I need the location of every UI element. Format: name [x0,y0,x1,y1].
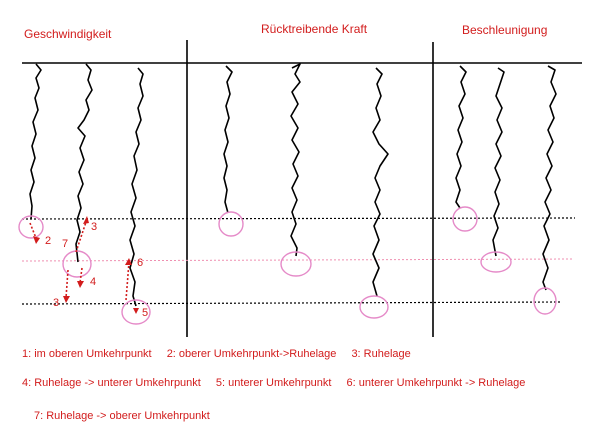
bob-circle-9 [533,287,557,315]
string-4 [223,65,233,214]
legend-row-2: 4: Ruhelage -> unterer Umkehrpunkt 5: un… [22,377,525,389]
marker-3-bottom: 3 [53,297,59,309]
legend-row-3: 7: Ruhelage -> oberer Umkehrpunkt [34,410,210,422]
arrowhead-6 [125,258,132,265]
legend-item-3: 3: Ruhelage [351,348,411,360]
arrowhead-3-bottom [63,296,70,303]
legend-item-2: 2: oberer Umkehrpunkt->Ruhelage [166,348,337,360]
string-7 [455,65,467,209]
marker-2: 2 [45,235,51,247]
arrowhead-7 [83,216,89,224]
marker-4: 4 [90,276,96,288]
upper-turning-line [21,217,576,220]
string-8 [492,67,505,257]
strings [29,63,557,307]
string-3 [129,67,144,307]
bob-circles [18,206,557,325]
legend-item-1: 1: im oberen Umkehrpunkt [22,348,152,360]
heading-geschwindigkeit: Geschwindigkeit [24,27,112,41]
arrowhead-5 [133,308,139,314]
bob-circle-8 [480,251,512,273]
string-1 [29,63,42,220]
marker-7: 7 [62,238,68,250]
marker-3-top: 3 [91,221,97,233]
motion-arrows [29,221,130,301]
legend-row-1: 1: im oberen Umkehrpunkt 2: oberer Umkeh… [22,348,411,360]
heading-beschleunigung: Beschleunigung [462,23,548,37]
lower-turning-line [21,301,563,305]
marker-6: 6 [137,257,143,269]
bob-circle-6 [359,295,389,319]
arrowhead-2 [33,236,40,244]
reference-lines [21,217,576,305]
heading-ruecktreibende-kraft: Rücktreibende Kraft [261,22,368,36]
marker-5: 5 [142,307,148,319]
arrow-4 [79,267,83,284]
arrow-2 [29,222,37,239]
bob-circle-7 [452,206,478,232]
legend-item-4: 4: Ruhelage -> unterer Umkehrpunkt [22,377,201,389]
rest-position-line [21,258,573,262]
frame [22,40,582,337]
arrow-3-bottom [65,269,69,299]
string-6 [372,67,389,297]
step-markers: 2 7 3 4 3 6 5 [45,221,148,319]
string-9 [542,65,557,291]
bob-circle-5 [280,251,312,277]
legend-item-5: 5: unterer Umkehrpunkt [215,377,332,389]
arrow-7 [75,221,87,253]
arrowhead-4 [77,281,84,288]
legend-item-6: 6: unterer Umkehrpunkt -> Ruhelage [346,377,526,389]
arrow-6 [125,261,130,301]
string-2 [75,63,93,263]
string-5 [290,63,301,257]
bob-circle-1 [18,215,44,239]
bob-circle-4 [218,211,244,237]
arrow-heads [33,216,139,314]
legend-item-7: 7: Ruhelage -> oberer Umkehrpunkt [34,410,210,422]
bob-circle-3 [121,299,151,325]
